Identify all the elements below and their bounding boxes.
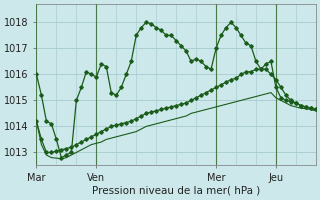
- X-axis label: Pression niveau de la mer( hPa ): Pression niveau de la mer( hPa ): [92, 186, 260, 196]
